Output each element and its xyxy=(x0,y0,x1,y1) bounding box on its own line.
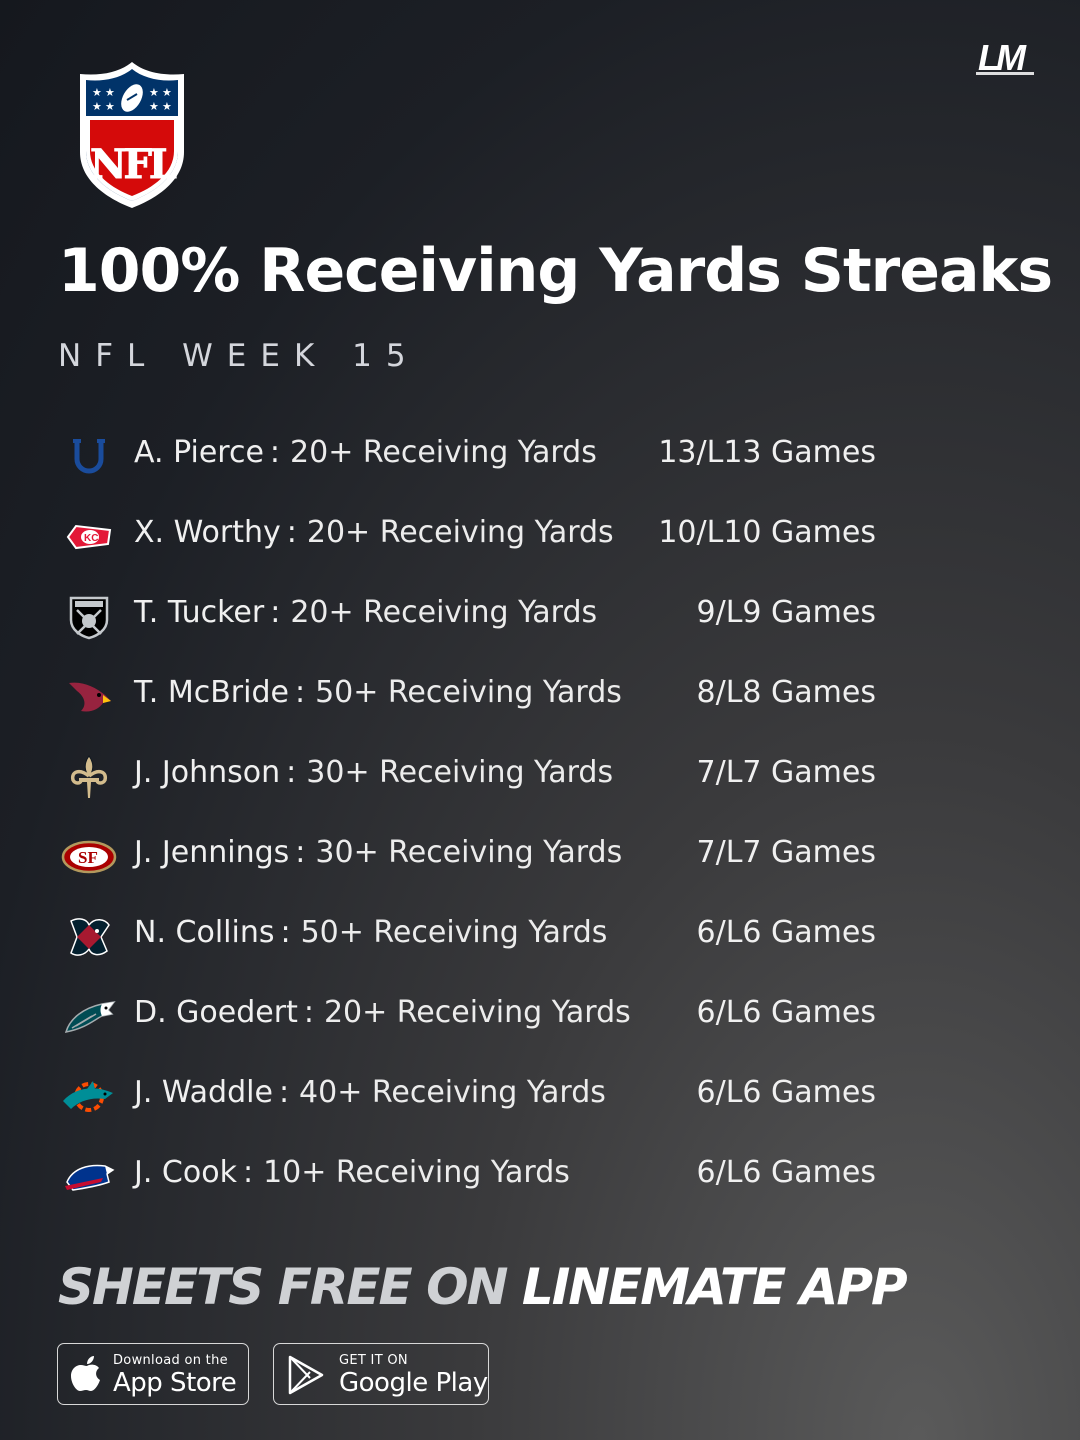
player-name: J. Jennings xyxy=(134,835,290,870)
streak-record: 13/L13 Games xyxy=(658,435,876,470)
prop-label: 20+ Receiving Yards xyxy=(290,435,597,470)
google-play-label: Google Play xyxy=(339,1368,488,1398)
bills-icon xyxy=(61,1153,117,1201)
table-row: J. Cook:10+ Receiving Yards 6/L6 Games xyxy=(0,1137,1080,1217)
google-play-button[interactable]: GET IT ON Google Play xyxy=(273,1343,489,1405)
player-name: T. McBride xyxy=(134,675,289,710)
svg-text:★: ★ xyxy=(92,100,102,113)
google-play-icon xyxy=(288,1355,324,1395)
streak-record: 6/L6 Games xyxy=(696,995,876,1030)
prop-label: 50+ Receiving Yards xyxy=(300,915,608,950)
svg-text:★: ★ xyxy=(149,86,159,99)
app-store-small-text: Download on the xyxy=(113,1353,228,1368)
player-name: X. Worthy xyxy=(134,515,281,550)
streak-record: 7/L7 Games xyxy=(696,835,876,870)
colts-icon xyxy=(61,433,117,481)
table-row: T. Tucker:20+ Receiving Yards 9/L9 Games xyxy=(0,577,1080,657)
table-row: J. Waddle:40+ Receiving Yards 6/L6 Games xyxy=(0,1057,1080,1137)
promo-headline: SHEETS FREE ON LINEMATE APP xyxy=(58,1258,908,1316)
svg-text:★: ★ xyxy=(92,86,102,99)
prop-label: 10+ Receiving Yards xyxy=(263,1155,570,1190)
player-name: A. Pierce xyxy=(134,435,264,470)
promo-text-part2: LINEMATE APP xyxy=(521,1258,908,1316)
player-name: J. Waddle xyxy=(134,1075,273,1110)
app-store-label: App Store xyxy=(113,1368,237,1398)
player-name: J. Johnson xyxy=(134,755,281,790)
nfl-shield-logo: ★ ★★ ★ ★ ★★ ★ NFL xyxy=(80,62,184,208)
49ers-icon: SF xyxy=(61,833,117,881)
streak-record: 6/L6 Games xyxy=(696,1155,876,1190)
table-row: J. Johnson:30+ Receiving Yards 7/L7 Game… xyxy=(0,737,1080,817)
svg-text:LM: LM xyxy=(978,37,1027,78)
table-row: KC X. Worthy:20+ Receiving Yards 10/L10 … xyxy=(0,497,1080,577)
streak-record: 6/L6 Games xyxy=(696,1075,876,1110)
svg-text:★: ★ xyxy=(162,86,172,99)
chiefs-icon: KC xyxy=(61,513,117,561)
prop-label: 20+ Receiving Yards xyxy=(323,995,631,1030)
dolphins-icon xyxy=(61,1073,117,1121)
prop-label: 30+ Receiving Yards xyxy=(306,755,614,790)
svg-text:SF: SF xyxy=(78,848,98,867)
prop-label: 20+ Receiving Yards xyxy=(306,515,614,550)
table-row: N. Collins:50+ Receiving Yards 6/L6 Game… xyxy=(0,897,1080,977)
svg-text:★: ★ xyxy=(149,100,159,113)
google-play-small-text: GET IT ON xyxy=(339,1353,408,1368)
player-name: N. Collins xyxy=(134,915,275,950)
table-row: A. Pierce:20+ Receiving Yards 13/L13 Gam… xyxy=(0,417,1080,497)
texans-icon xyxy=(61,913,117,961)
streak-record: 6/L6 Games xyxy=(696,915,876,950)
player-name: J. Cook xyxy=(134,1155,237,1190)
player-name: T. Tucker xyxy=(134,595,265,630)
nfl-logo-text: NFL xyxy=(90,141,177,188)
cardinals-icon xyxy=(61,673,117,721)
streak-record: 7/L7 Games xyxy=(696,755,876,790)
streak-record: 9/L9 Games xyxy=(696,595,876,630)
table-row: T. McBride:50+ Receiving Yards 8/L8 Game… xyxy=(0,657,1080,737)
linemate-logo-icon: LM xyxy=(976,37,1034,78)
page-subtitle: NFL WEEK 15 xyxy=(58,338,420,374)
svg-text:KC: KC xyxy=(84,533,98,544)
apple-icon xyxy=(71,1356,100,1391)
raiders-icon xyxy=(61,593,117,641)
eagles-icon xyxy=(61,993,117,1041)
table-row: D. Goedert:20+ Receiving Yards 6/L6 Game… xyxy=(0,977,1080,1057)
streak-record: 10/L10 Games xyxy=(658,515,876,550)
prop-label: 20+ Receiving Yards xyxy=(290,595,598,630)
streak-list: A. Pierce:20+ Receiving Yards 13/L13 Gam… xyxy=(0,417,1080,1217)
app-store-button[interactable]: Download on the App Store xyxy=(57,1343,249,1405)
table-row: SF J. Jennings:30+ Receiving Yards 7/L7 … xyxy=(0,817,1080,897)
svg-text:★: ★ xyxy=(162,100,172,113)
svg-text:★: ★ xyxy=(105,100,115,113)
svg-text:★: ★ xyxy=(105,86,115,99)
prop-label: 40+ Receiving Yards xyxy=(299,1075,606,1110)
saints-icon xyxy=(61,753,117,801)
prop-label: 50+ Receiving Yards xyxy=(315,675,622,710)
promo-text-part1: SHEETS FREE ON xyxy=(58,1258,508,1316)
player-name: D. Goedert xyxy=(134,995,298,1030)
streak-record: 8/L8 Games xyxy=(696,675,876,710)
page-title: 100% Receiving Yards Streaks xyxy=(58,236,1053,306)
prop-label: 30+ Receiving Yards xyxy=(315,835,623,870)
